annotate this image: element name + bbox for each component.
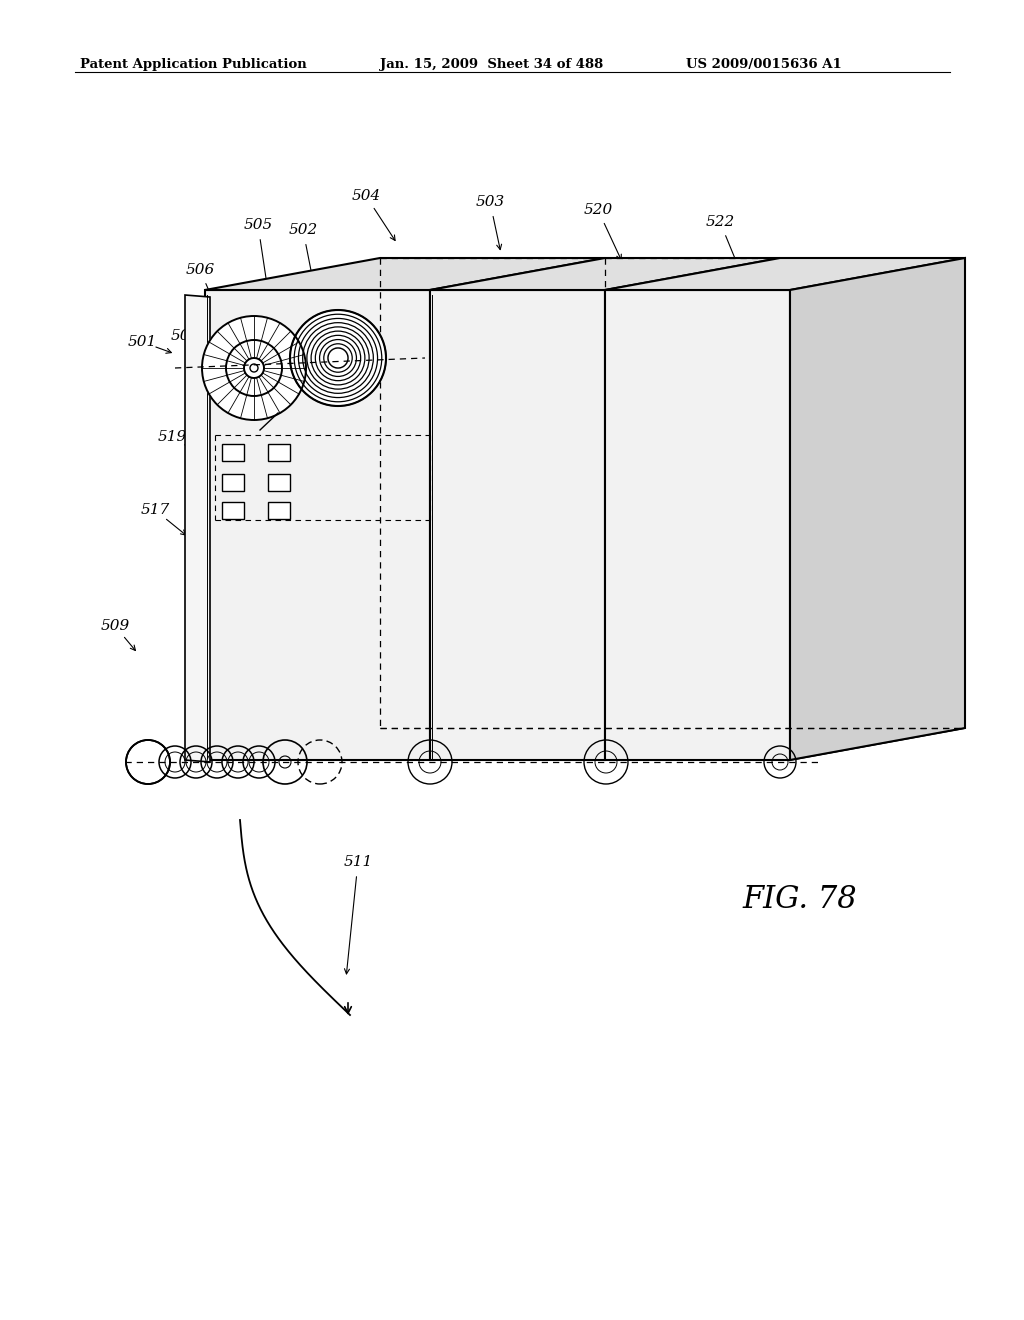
Text: 505: 505	[244, 218, 272, 232]
Text: US 2009/0015636 A1: US 2009/0015636 A1	[686, 58, 842, 71]
Text: Patent Application Publication: Patent Application Publication	[80, 58, 307, 71]
Bar	[222, 444, 244, 461]
Text: 524: 524	[282, 438, 310, 451]
Text: 520: 520	[584, 203, 612, 216]
Text: 513: 513	[544, 715, 572, 729]
Circle shape	[250, 364, 258, 372]
Polygon shape	[205, 729, 965, 760]
Circle shape	[202, 315, 306, 420]
Text: 522: 522	[706, 215, 734, 228]
Bar	[222, 474, 244, 491]
Text: 503: 503	[475, 195, 505, 209]
Text: 501: 501	[127, 335, 157, 348]
Bar	[268, 502, 290, 519]
Bar	[268, 444, 290, 461]
Text: 506: 506	[185, 263, 215, 277]
Polygon shape	[790, 257, 965, 760]
Text: 508: 508	[170, 329, 200, 343]
Text: Jan. 15, 2009  Sheet 34 of 488: Jan. 15, 2009 Sheet 34 of 488	[380, 58, 603, 71]
Circle shape	[126, 741, 170, 784]
Bar	[222, 502, 244, 519]
Circle shape	[328, 348, 348, 368]
Polygon shape	[605, 290, 790, 760]
Circle shape	[290, 310, 386, 407]
Polygon shape	[185, 294, 210, 762]
Polygon shape	[430, 290, 605, 760]
Text: 511: 511	[343, 855, 373, 869]
Text: 519: 519	[158, 430, 186, 444]
Polygon shape	[605, 257, 965, 290]
Text: 502: 502	[289, 223, 317, 238]
Polygon shape	[430, 257, 780, 290]
Text: FIG. 78: FIG. 78	[742, 884, 857, 916]
Text: 516: 516	[189, 411, 219, 425]
Polygon shape	[205, 257, 605, 290]
Polygon shape	[205, 290, 430, 760]
Text: 509: 509	[100, 619, 130, 634]
Text: 504: 504	[351, 189, 381, 203]
Text: 517: 517	[140, 503, 170, 517]
Bar	[268, 474, 290, 491]
